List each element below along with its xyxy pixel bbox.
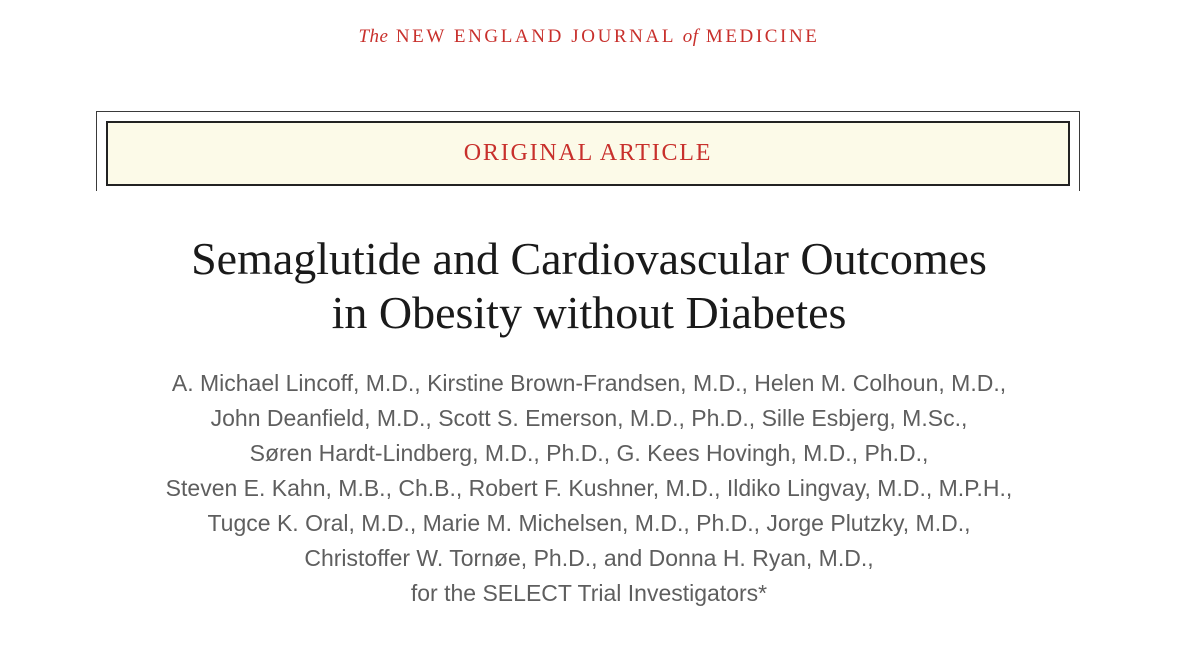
journal-masthead: The New England Journal of Medicine	[0, 26, 1178, 48]
author-line: A. Michael Lincoff, M.D., Kirstine Brown…	[171, 370, 1007, 396]
journal-name-part2: Medicine	[705, 26, 820, 47]
author-line: Christoffer W. Tornøe, Ph.D., and Donna …	[304, 545, 874, 571]
journal-connector: of	[682, 26, 699, 47]
author-line: Søren Hardt-Lindberg, M.D., Ph.D., G. Ke…	[249, 440, 929, 466]
author-list: A. Michael Lincoff, M.D., Kirstine Brown…	[0, 366, 1178, 611]
author-line: for the SELECT Trial Investigators*	[410, 580, 768, 606]
article-type-banner: Original Article	[106, 121, 1070, 186]
article-title-line: Semaglutide and Cardiovascular Outcomes	[191, 233, 987, 284]
journal-name-part1: New England Journal	[395, 26, 676, 47]
journal-prefix: The	[358, 26, 389, 47]
article-type-frame	[96, 111, 1080, 191]
author-line: John Deanfield, M.D., Scott S. Emerson, …	[210, 405, 968, 431]
article-type-label: Original Article	[463, 140, 713, 166]
article-title: Semaglutide and Cardiovascular Outcomes …	[0, 232, 1178, 340]
article-title-line: in Obesity without Diabetes	[331, 287, 847, 338]
author-line: Steven E. Kahn, M.B., Ch.B., Robert F. K…	[165, 475, 1013, 501]
author-line: Tugce K. Oral, M.D., Marie M. Michelsen,…	[207, 510, 971, 536]
